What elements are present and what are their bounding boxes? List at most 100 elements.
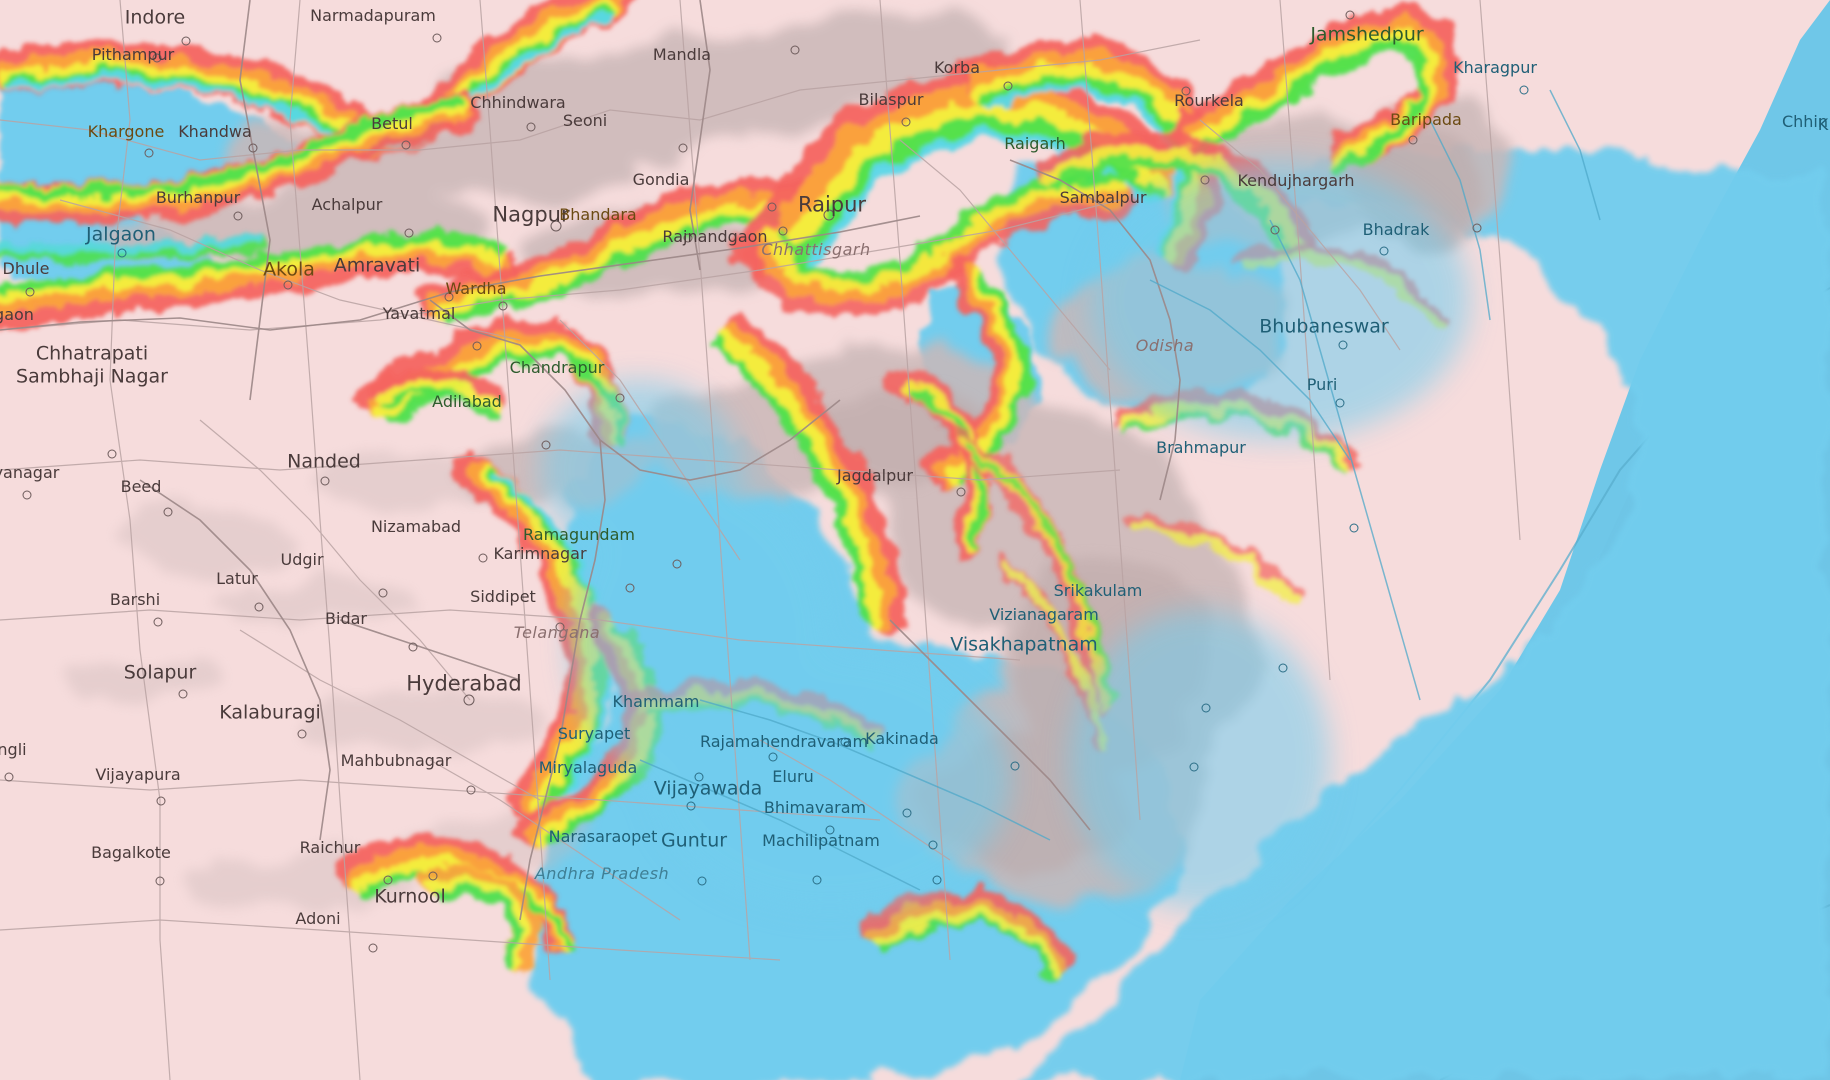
city-label-nizamabad[interactable]: Nizamabad xyxy=(371,519,461,535)
city-label-wardha[interactable]: Wardha xyxy=(446,281,507,297)
city-label-vijayapura[interactable]: Vijayapura xyxy=(95,767,180,783)
city-label-sambhaji-nagar[interactable]: Sambhaji Nagar xyxy=(16,367,168,387)
city-label-kharagpur[interactable]: Kharagpur xyxy=(1453,60,1537,76)
city-point-marker-baripada[interactable] xyxy=(1408,135,1418,145)
city-point-marker-ramagundam[interactable] xyxy=(672,559,682,569)
city-point-marker-chhindwara[interactable] xyxy=(526,122,536,132)
city-point-marker-achalpur[interactable] xyxy=(404,228,414,238)
city-point-marker-wardha[interactable] xyxy=(498,301,508,311)
city-point-marker-jamshedpur[interactable] xyxy=(1345,10,1355,20)
city-label-guntur[interactable]: Guntur xyxy=(661,831,727,851)
city-point-marker-khammam[interactable] xyxy=(768,752,778,762)
city-label-vizianagaram[interactable]: Vizianagaram xyxy=(989,607,1099,623)
city-label-korba[interactable]: Korba xyxy=(934,60,980,76)
city-point-marker-rourkela[interactable] xyxy=(1181,86,1191,96)
city-point-marker-vijayapura[interactable] xyxy=(156,796,166,806)
city-point-marker-miryalaguda[interactable] xyxy=(686,801,696,811)
city-label-jagdalpur[interactable]: Jagdalpur xyxy=(837,468,913,484)
city-label-indore[interactable]: Indore xyxy=(125,8,185,28)
city-label-srikakulam[interactable]: Srikakulam xyxy=(1054,583,1143,599)
city-point-marker-gondia[interactable] xyxy=(767,202,777,212)
city-label-burhanpur[interactable]: Burhanpur xyxy=(156,190,240,206)
city-point-marker-kakinada[interactable] xyxy=(1010,761,1020,771)
city-label-beed[interactable]: Beed xyxy=(121,479,162,495)
city-label-bhubaneswar[interactable]: Bhubaneswar xyxy=(1259,317,1388,337)
city-point-marker-solapur[interactable] xyxy=(178,689,188,699)
city-point-marker-indore[interactable] xyxy=(181,36,191,46)
city-label-chhindwara[interactable]: Chhindwara xyxy=(470,95,565,111)
city-point-marker-bhimavaram[interactable] xyxy=(928,840,938,850)
city-label-suryapet[interactable]: Suryapet xyxy=(558,726,630,742)
city-point-marker-udgir[interactable] xyxy=(378,588,388,598)
city-label-raipur[interactable]: Raipur xyxy=(798,194,866,216)
city-label-rajamahendravaram[interactable]: Rajamahendravaram xyxy=(700,734,868,750)
city-label-khammam[interactable]: Khammam xyxy=(613,694,700,710)
city-label-vijayawada[interactable]: Vijayawada xyxy=(654,779,763,799)
city-point-marker-narasaraopet[interactable] xyxy=(697,876,707,886)
city-point-marker-kurnool[interactable] xyxy=(428,871,438,881)
city-label-mandla[interactable]: Mandla xyxy=(653,47,711,63)
city-point-marker-pithampur[interactable] xyxy=(152,53,162,63)
city-point-marker-beed[interactable] xyxy=(163,507,173,517)
city-label-visakhapatnam[interactable]: Visakhapatnam xyxy=(950,635,1097,655)
city-label-gondia[interactable]: Gondia xyxy=(633,172,690,188)
city-label-achalpur[interactable]: Achalpur xyxy=(312,197,383,213)
city-point-marker-suryapet[interactable] xyxy=(694,772,704,782)
city-label-ramagundam[interactable]: Ramagundam xyxy=(523,527,635,543)
city-point-marker-srikakulam[interactable] xyxy=(1278,663,1288,673)
city-label-chandrapur[interactable]: Chandrapur xyxy=(510,360,605,376)
city-label-bhandara[interactable]: Bhandara xyxy=(559,207,636,223)
city-point-marker-amravati[interactable] xyxy=(444,292,454,302)
city-label-ngli[interactable]: ngli xyxy=(0,742,27,758)
city-point-marker-bidar[interactable] xyxy=(408,642,418,652)
city-label-jalgaon[interactable]: Jalgaon xyxy=(86,225,156,245)
city-point-marker-machilipatnam[interactable] xyxy=(932,875,942,885)
city-label-narasaraopet[interactable]: Narasaraopet xyxy=(549,829,658,845)
city-point-marker-rajnandgaon[interactable] xyxy=(778,226,788,236)
city-label-karimnagar[interactable]: Karimnagar xyxy=(493,546,586,562)
city-point-marker-kharagpur[interactable] xyxy=(1519,85,1529,95)
city-label-latur[interactable]: Latur xyxy=(216,571,258,587)
city-label-adoni[interactable]: Adoni xyxy=(295,911,340,927)
city-label-khandwa[interactable]: Khandwa xyxy=(178,124,252,140)
city-label-miryalaguda[interactable]: Miryalaguda xyxy=(539,760,638,776)
city-label-ilyanagar[interactable]: ilyanagar xyxy=(0,465,59,481)
city-label-seoni[interactable]: Seoni xyxy=(563,113,607,129)
city-point-marker-betul[interactable] xyxy=(401,140,411,150)
city-point-marker-hyderabad[interactable] xyxy=(463,694,475,706)
city-label-betul[interactable]: Betul xyxy=(371,116,413,132)
city-point-marker-seoni[interactable] xyxy=(678,143,688,153)
city-point-marker-karimnagar[interactable] xyxy=(625,583,635,593)
city-label-baripada[interactable]: Baripada xyxy=(1390,112,1462,128)
city-point-marker-chandrapur[interactable] xyxy=(615,393,625,403)
city-point-marker-bhandara[interactable] xyxy=(683,233,693,243)
city-label-gaon[interactable]: gaon xyxy=(0,307,34,323)
city-point-marker-raipur[interactable] xyxy=(823,209,835,221)
city-point-marker-akola[interactable] xyxy=(283,280,293,290)
city-label-khargone[interactable]: Khargone xyxy=(88,124,165,140)
city-label-kalaburagi[interactable]: Kalaburagi xyxy=(219,703,321,723)
city-label-chhatrapati[interactable]: Chhatrapati xyxy=(36,344,148,364)
city-label-barshi[interactable]: Barshi xyxy=(110,592,160,608)
city-label-raigarh[interactable]: Raigarh xyxy=(1004,136,1065,152)
city-point-marker-rajamahendravaram[interactable] xyxy=(840,737,850,747)
city-point-marker-sambhaji-nagar[interactable] xyxy=(107,449,117,459)
city-label-akola[interactable]: Akola xyxy=(263,260,315,280)
city-point-marker-raichur[interactable] xyxy=(383,875,393,885)
city-point-marker-khandwa[interactable] xyxy=(248,143,258,153)
city-point-marker-brahmapur[interactable] xyxy=(1349,523,1359,533)
city-label-kurnool[interactable]: Kurnool xyxy=(374,887,446,907)
city-point-marker-bhadrak[interactable] xyxy=(1379,246,1389,256)
city-label-kakinada[interactable]: Kakinada xyxy=(865,731,939,747)
city-point-marker-visakhapatnam[interactable] xyxy=(1189,762,1199,772)
city-point-marker-mahbubnagar[interactable] xyxy=(466,785,476,795)
city-point-marker-sambalpur[interactable] xyxy=(1270,225,1280,235)
city-point-marker-mandla[interactable] xyxy=(790,45,800,55)
city-label-bidar[interactable]: Bidar xyxy=(325,611,367,627)
city-point-marker-jagdalpur[interactable] xyxy=(956,487,966,497)
city-label-jamshedpur[interactable]: Jamshedpur xyxy=(1310,25,1423,45)
city-point-marker-burhanpur[interactable] xyxy=(233,211,243,221)
city-label-bhadrak[interactable]: Bhadrak xyxy=(1363,222,1430,238)
city-point-marker-adoni[interactable] xyxy=(368,943,378,953)
